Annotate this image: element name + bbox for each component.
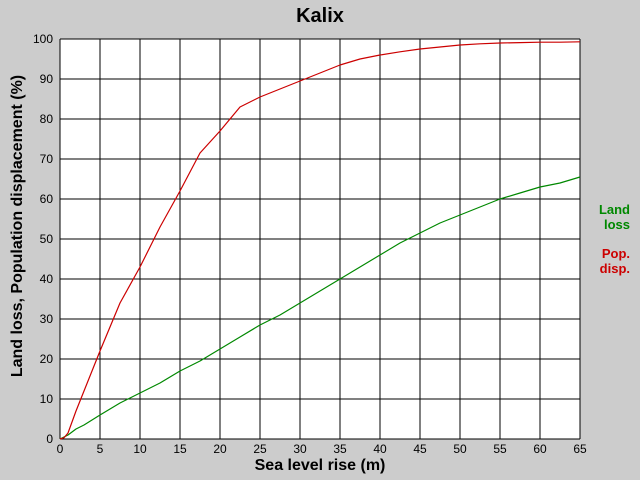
y-tick-label: 70 — [40, 152, 54, 166]
x-tick-label: 50 — [453, 442, 467, 456]
y-axis-ticks: 0 10 20 30 40 50 60 70 80 90 100 — [33, 32, 53, 446]
y-tick-label: 20 — [40, 352, 54, 366]
grid — [59, 38, 581, 440]
y-tick-label: 100 — [33, 32, 53, 46]
x-tick-label: 25 — [253, 442, 267, 456]
legend-pop-disp-line1: Pop. — [601, 246, 630, 261]
legend-pop-disp: Pop. disp. — [600, 246, 630, 276]
x-tick-label: 65 — [573, 442, 587, 456]
y-axis-label-text: Land loss, Population displacement (%) — [9, 74, 26, 378]
x-tick-label: 55 — [493, 442, 507, 456]
y-tick-label: 80 — [40, 112, 54, 126]
chart-title: Kalix — [296, 5, 344, 27]
x-axis-label: Sea level rise (m) — [254, 457, 386, 474]
x-tick-label: 35 — [333, 442, 347, 456]
legend-land-loss: Land loss — [599, 202, 630, 232]
x-tick-label: 30 — [293, 442, 307, 456]
y-tick-label: 10 — [40, 392, 54, 406]
y-tick-label: 50 — [40, 232, 54, 246]
y-tick-label: 40 — [40, 272, 54, 286]
series-line-1 — [59, 41, 581, 440]
y-tick-label: 30 — [40, 312, 54, 326]
y-tick-label: 0 — [46, 432, 53, 446]
series-lines — [59, 41, 581, 440]
x-tick-label: 60 — [533, 442, 547, 456]
x-tick-label: 0 — [57, 442, 64, 456]
x-tick-label: 40 — [373, 442, 387, 456]
y-tick-label: 90 — [40, 72, 54, 86]
x-tick-label: 10 — [133, 442, 147, 456]
x-tick-label: 15 — [173, 442, 187, 456]
legend-land-loss-line1: Land — [598, 202, 630, 217]
legend-pop-disp-line2: disp. — [599, 261, 630, 276]
x-tick-label: 45 — [413, 442, 427, 456]
x-axis-ticks: 0 5 10 15 20 25 30 35 40 45 50 55 60 65 — [57, 442, 587, 456]
series-line-0 — [59, 176, 581, 440]
x-tick-label: 5 — [97, 442, 104, 456]
legend-land-loss-line2: loss — [603, 217, 630, 232]
y-tick-label: 60 — [40, 192, 54, 206]
x-tick-label: 20 — [213, 442, 227, 456]
